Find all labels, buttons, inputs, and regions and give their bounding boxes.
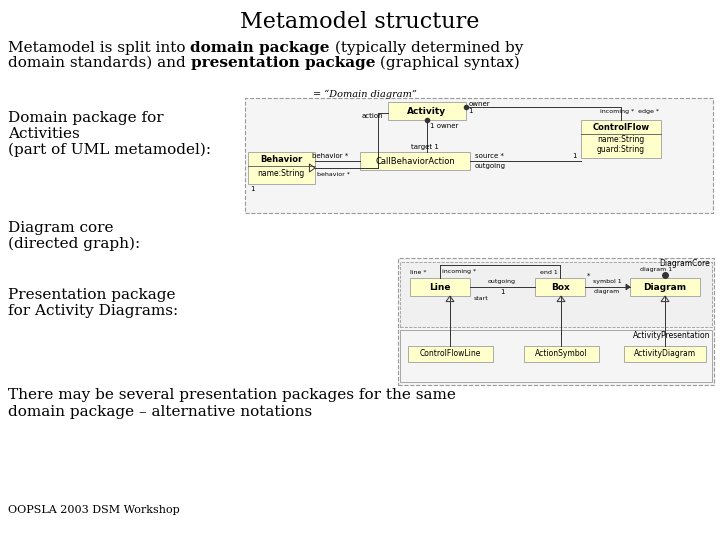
Text: domain standards) and: domain standards) and (8, 56, 191, 70)
Text: ControlFlowLine: ControlFlowLine (419, 349, 481, 359)
Text: incoming *: incoming * (442, 269, 476, 274)
Text: domain package: domain package (190, 41, 330, 55)
Text: Activities: Activities (8, 127, 80, 141)
FancyBboxPatch shape (410, 278, 470, 296)
Text: = “Domain diagram”: = “Domain diagram” (313, 89, 417, 99)
Text: start: start (474, 296, 489, 301)
Text: owner: owner (469, 101, 490, 107)
Text: ActivityDiagram: ActivityDiagram (634, 349, 696, 359)
FancyBboxPatch shape (624, 346, 706, 362)
Text: Domain package for: Domain package for (8, 111, 163, 125)
FancyBboxPatch shape (400, 262, 712, 327)
FancyBboxPatch shape (245, 98, 713, 213)
FancyBboxPatch shape (524, 346, 599, 362)
Text: Metamodel structure: Metamodel structure (240, 11, 480, 33)
Text: (typically determined by: (typically determined by (330, 41, 523, 55)
Text: Line: Line (429, 282, 451, 292)
Text: name:String: name:String (598, 136, 644, 145)
Text: 1: 1 (468, 108, 472, 114)
Text: Presentation package: Presentation package (8, 288, 176, 302)
Text: end 1: end 1 (540, 269, 558, 274)
FancyBboxPatch shape (360, 152, 470, 170)
FancyBboxPatch shape (388, 102, 466, 120)
Text: presentation package: presentation package (191, 56, 375, 70)
Text: (graphical syntax): (graphical syntax) (375, 56, 520, 70)
FancyBboxPatch shape (535, 278, 585, 296)
FancyBboxPatch shape (248, 152, 315, 184)
Text: incoming *  edge *: incoming * edge * (600, 110, 659, 114)
FancyBboxPatch shape (408, 346, 493, 362)
Text: 1 owner: 1 owner (430, 123, 459, 129)
Text: source *: source * (475, 153, 504, 159)
Text: 1: 1 (500, 289, 504, 295)
Text: Behavior: Behavior (260, 154, 302, 164)
Text: Diagram core: Diagram core (8, 221, 114, 235)
Text: line *: line * (410, 269, 426, 274)
FancyBboxPatch shape (581, 120, 661, 158)
Text: name:String: name:String (257, 170, 305, 179)
Text: outgoing: outgoing (488, 280, 516, 285)
Text: ActivityPresentation: ActivityPresentation (632, 330, 710, 340)
Text: CallBehaviorAction: CallBehaviorAction (375, 157, 455, 165)
Text: DiagramCore: DiagramCore (660, 260, 710, 268)
Text: symbol 1: symbol 1 (593, 280, 621, 285)
Text: action: action (361, 113, 383, 119)
Text: (directed graph):: (directed graph): (8, 237, 140, 251)
Text: diagram 1: diagram 1 (640, 267, 672, 273)
Text: Metamodel is split into: Metamodel is split into (8, 41, 190, 55)
Text: *: * (587, 273, 590, 279)
Text: outgoing: outgoing (475, 163, 506, 169)
Text: Diagram: Diagram (644, 282, 687, 292)
Text: Activity: Activity (408, 106, 446, 116)
Text: behavior *: behavior * (317, 172, 350, 178)
Text: ActionSymbol: ActionSymbol (535, 349, 588, 359)
Text: target 1: target 1 (411, 144, 439, 150)
Text: 1: 1 (572, 153, 577, 159)
FancyBboxPatch shape (630, 278, 700, 296)
Text: 1: 1 (250, 186, 254, 192)
Text: domain package – alternative notations: domain package – alternative notations (8, 405, 312, 419)
Polygon shape (626, 284, 630, 290)
Text: OOPSLA 2003 DSM Workshop: OOPSLA 2003 DSM Workshop (8, 505, 180, 515)
Text: ControlFlow: ControlFlow (593, 123, 649, 132)
Text: (part of UML metamodel):: (part of UML metamodel): (8, 143, 211, 157)
FancyBboxPatch shape (398, 258, 714, 385)
Text: guard:String: guard:String (597, 145, 645, 153)
Text: There may be several presentation packages for the same: There may be several presentation packag… (8, 388, 456, 402)
Text: for Activity Diagrams:: for Activity Diagrams: (8, 304, 179, 318)
Text: behavior *: behavior * (312, 153, 348, 159)
Text: diagram: diagram (594, 289, 620, 294)
Text: Box: Box (551, 282, 570, 292)
